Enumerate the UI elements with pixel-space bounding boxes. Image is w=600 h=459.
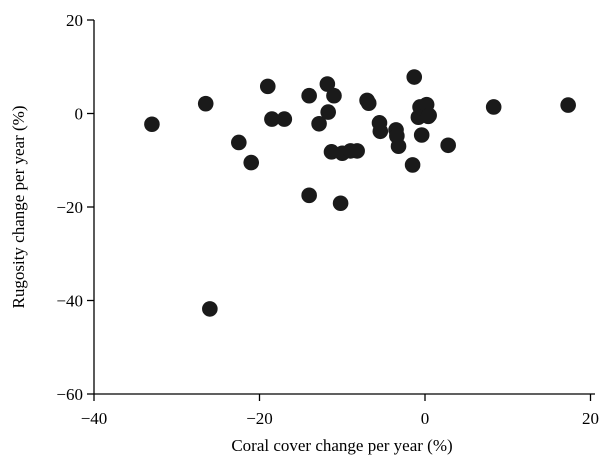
y-tick-label: −40 <box>56 292 83 311</box>
data-point <box>421 107 437 124</box>
data-point <box>202 301 218 317</box>
data-point <box>301 87 317 104</box>
data-point <box>349 143 365 159</box>
data-point <box>276 111 293 127</box>
data-point <box>360 95 377 112</box>
y-tick-label: −20 <box>56 198 83 217</box>
data-point <box>311 115 327 132</box>
data-point <box>372 123 389 140</box>
data-point <box>560 97 576 113</box>
x-tick-label: −40 <box>81 409 108 428</box>
data-point <box>197 95 214 112</box>
ticks: −40 −20 0 20 −60 −40 −20 0 20 <box>56 11 599 428</box>
data-point <box>231 134 247 151</box>
data-point <box>319 76 336 92</box>
data-point <box>413 127 430 143</box>
x-tick-label: −20 <box>246 409 273 428</box>
x-tick-label: 20 <box>582 409 599 428</box>
data-point <box>390 138 407 155</box>
data-point <box>144 116 160 133</box>
data-point <box>259 78 276 95</box>
data-point <box>485 99 502 115</box>
data-point <box>320 104 336 120</box>
data-point <box>404 157 421 173</box>
y-tick-label: −60 <box>56 385 83 404</box>
data-point <box>264 111 280 127</box>
data-point <box>440 137 456 154</box>
y-axis-label: Rugosity change per year (%) <box>9 106 28 309</box>
data-point <box>243 154 260 171</box>
x-axis-label: Coral cover change per year (%) <box>231 436 452 455</box>
data-point <box>406 69 423 85</box>
data-point <box>301 187 317 204</box>
data-point <box>326 87 342 104</box>
y-tick-label: 0 <box>75 105 84 124</box>
y-tick-label: 20 <box>66 11 83 30</box>
data-point <box>332 195 349 212</box>
data-points <box>144 69 576 317</box>
x-tick-label: 0 <box>421 409 430 428</box>
